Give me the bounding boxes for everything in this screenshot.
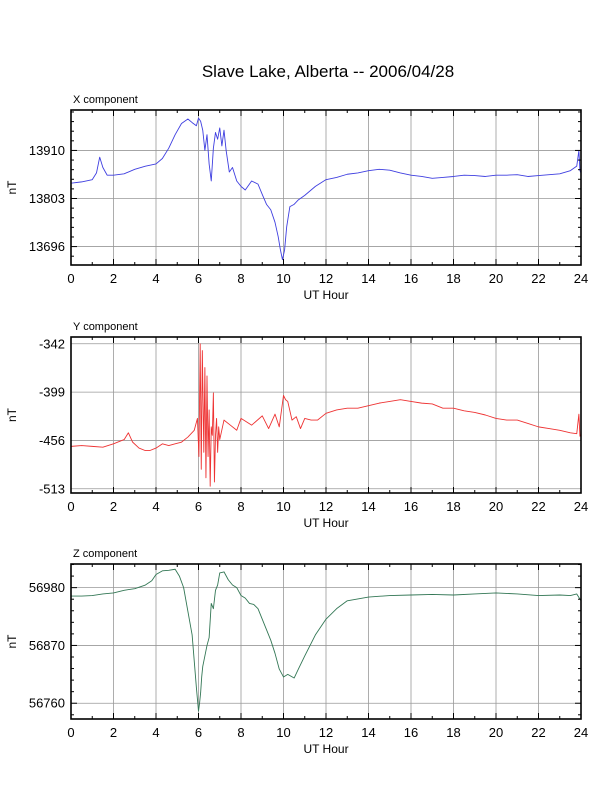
x-tick-label: 4 — [152, 725, 159, 740]
x-tick-label: 16 — [404, 725, 418, 740]
x-tick-label: 22 — [531, 725, 545, 740]
y-tick-label: 13696 — [29, 239, 65, 254]
x-tick-label: 12 — [319, 499, 333, 514]
x-tick-label: 10 — [276, 271, 290, 286]
series-line-z — [71, 568, 582, 712]
x-tick-label: 14 — [361, 499, 375, 514]
y-axis-label: nT — [5, 180, 19, 195]
x-axis-label: UT Hour — [303, 288, 348, 302]
panel-title-z: Z component — [73, 548, 137, 560]
x-tick-label: 12 — [319, 725, 333, 740]
x-tick-label: 4 — [152, 499, 159, 514]
x-tick-label: 6 — [195, 725, 202, 740]
x-tick-label: 8 — [237, 271, 244, 286]
y-tick-label: -456 — [39, 433, 65, 448]
x-tick-label: 16 — [404, 499, 418, 514]
x-tick-label: 20 — [489, 725, 503, 740]
x-tick-label: 18 — [446, 725, 460, 740]
panel-title-y: Y component — [73, 321, 138, 333]
x-tick-label: 24 — [574, 499, 588, 514]
x-tick-label: 6 — [195, 271, 202, 286]
series-line-x — [70, 117, 582, 261]
x-axis-label: UT Hour — [303, 742, 348, 756]
x-tick-label: 16 — [404, 271, 418, 286]
x-tick-label: 2 — [110, 499, 117, 514]
page-title: Slave Lake, Alberta -- 2006/04/28 — [202, 62, 454, 81]
x-axis-label: UT Hour — [303, 516, 348, 530]
x-tick-label: 10 — [276, 499, 290, 514]
series-line-y — [70, 343, 582, 487]
x-tick-label: 14 — [361, 725, 375, 740]
x-tick-label: 4 — [152, 271, 159, 286]
y-tick-label: 56870 — [29, 638, 65, 653]
x-tick-label: 20 — [489, 271, 503, 286]
y-tick-label: 56980 — [29, 580, 65, 595]
x-tick-label: 12 — [319, 271, 333, 286]
x-tick-label: 18 — [446, 271, 460, 286]
x-tick-label: 24 — [574, 271, 588, 286]
x-tick-label: 2 — [110, 725, 117, 740]
x-tick-label: 8 — [237, 499, 244, 514]
y-tick-label: 13803 — [29, 191, 65, 206]
x-tick-label: 22 — [531, 499, 545, 514]
y-tick-label: 13910 — [29, 143, 65, 158]
y-tick-label: -342 — [39, 336, 65, 351]
x-tick-label: 0 — [67, 725, 74, 740]
x-tick-label: 14 — [361, 271, 375, 286]
x-tick-label: 18 — [446, 499, 460, 514]
panel-title-x: X component — [73, 94, 138, 106]
y-tick-label: -399 — [39, 385, 65, 400]
x-tick-label: 10 — [276, 725, 290, 740]
x-tick-label: 20 — [489, 499, 503, 514]
y-tick-label: -513 — [39, 481, 65, 496]
x-tick-label: 0 — [67, 499, 74, 514]
y-axis-label: nT — [5, 634, 19, 649]
x-tick-label: 8 — [237, 725, 244, 740]
x-tick-label: 24 — [574, 725, 588, 740]
x-tick-label: 2 — [110, 271, 117, 286]
x-tick-label: 22 — [531, 271, 545, 286]
y-axis-label: nT — [5, 407, 19, 422]
x-tick-label: 6 — [195, 499, 202, 514]
y-tick-label: 56760 — [29, 696, 65, 711]
x-tick-label: 0 — [67, 271, 74, 286]
